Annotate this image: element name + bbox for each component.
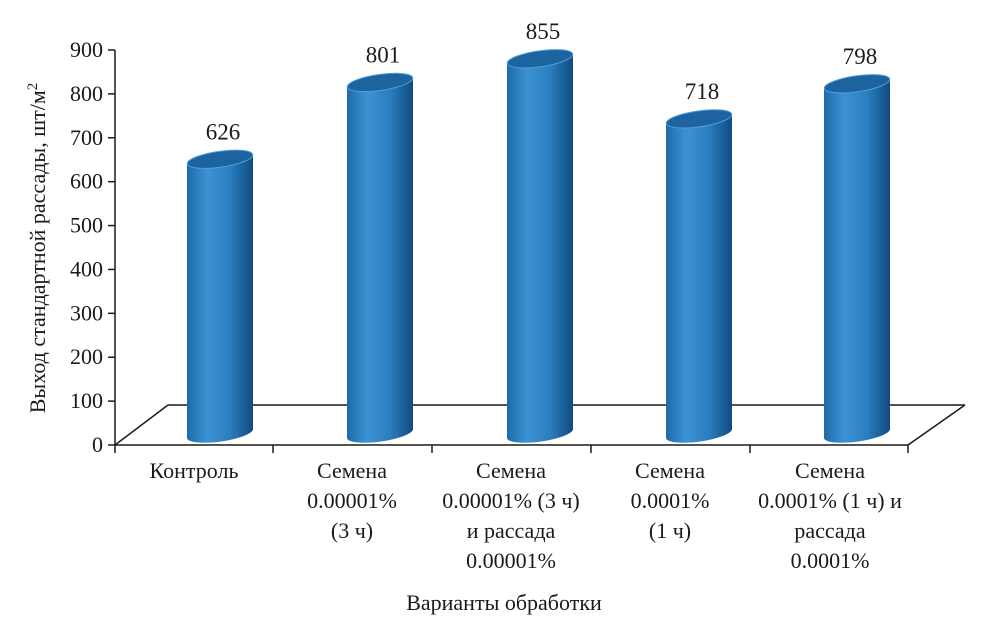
x-tick-label: Семена 0.00001% (3 ч) xyxy=(307,458,397,543)
bar xyxy=(823,74,891,443)
bar-value-label: 718 xyxy=(685,79,720,104)
bar-top-cap xyxy=(823,74,891,94)
x-tick-label: Контроль xyxy=(149,458,239,483)
x-ticks xyxy=(114,445,909,453)
x-tick-label: Семена 0.0001% (1 ч) xyxy=(630,458,710,543)
bar-top-cap xyxy=(506,49,574,69)
x-axis-label: Варианты обработки xyxy=(406,590,602,615)
data-labels: 626 801 855 718 798 xyxy=(206,19,878,145)
bar xyxy=(506,49,574,443)
x-tick-label: Семена 0.00001% (3 ч) и рассада 0.00001% xyxy=(442,458,580,573)
y-tick-label: 700 xyxy=(70,125,103,150)
y-axis-label: Выход стандартной рассады, шт/м2 xyxy=(25,83,50,414)
bar xyxy=(346,72,414,443)
y-axis-label-superscript: 2 xyxy=(25,83,41,91)
bar-value-label: 801 xyxy=(366,42,401,67)
x-tick-label: Семена 0.0001% (1 ч) и рассада 0.0001% xyxy=(758,458,902,573)
bar-body xyxy=(824,78,891,443)
bar-value-label: 626 xyxy=(206,119,241,144)
y-tick-label: 100 xyxy=(70,388,103,413)
y-tick-label: 900 xyxy=(70,37,103,62)
floor-left-edge xyxy=(114,404,169,446)
y-ticks: 0 100 200 300 400 500 600 700 800 900 xyxy=(70,37,115,457)
bar xyxy=(186,149,254,443)
bar-body xyxy=(507,53,574,443)
bar-value-label: 798 xyxy=(843,44,878,69)
floor-right-edge xyxy=(907,404,966,446)
bar-value-label: 855 xyxy=(526,19,561,44)
bar xyxy=(665,109,733,443)
bar-body xyxy=(666,113,733,443)
bar-body xyxy=(187,154,254,443)
bar-body xyxy=(347,77,414,443)
y-tick-label: 500 xyxy=(70,213,103,238)
y-tick-label: 400 xyxy=(70,256,103,281)
y-tick-label: 200 xyxy=(70,344,103,369)
bar-top-cap xyxy=(186,149,254,169)
bar-top-cap xyxy=(665,109,733,129)
bar-top-cap xyxy=(346,72,414,93)
y-tick-label: 600 xyxy=(70,169,103,194)
y-tick-label: 0 xyxy=(92,432,103,457)
y-tick-label: 800 xyxy=(70,81,103,106)
y-tick-label: 300 xyxy=(70,300,103,325)
bars xyxy=(186,49,891,443)
